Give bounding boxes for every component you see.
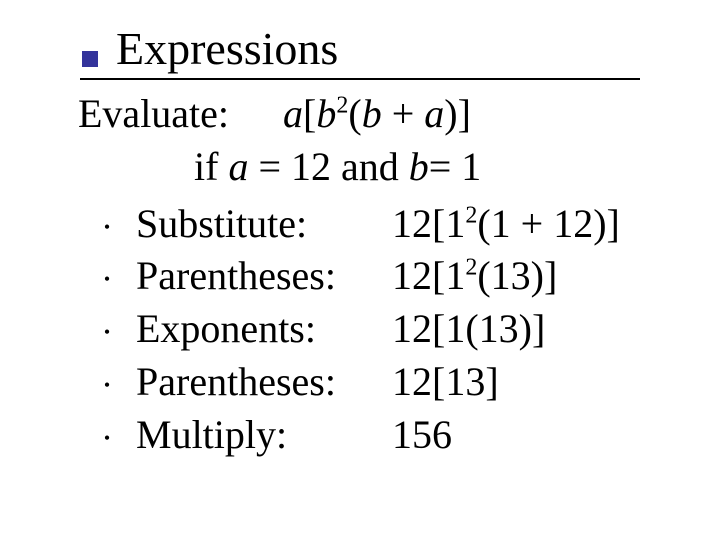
result-sup: 2	[465, 255, 477, 281]
bullet-icon: •	[78, 216, 136, 240]
evaluate-line: Evaluate: a[b2(b + a)]	[78, 88, 620, 141]
step-result: 12[12(1 + 12)]	[392, 198, 620, 251]
paren-open: (	[348, 91, 361, 136]
step-label: Parentheses:	[136, 250, 392, 303]
result-part1: 12[1	[392, 201, 465, 246]
steps-list: • Substitute: 12[12(1 + 12)] • Parenthes…	[78, 198, 620, 462]
result-part1: 12[1(13)]	[392, 306, 545, 351]
var-a2: a	[424, 91, 444, 136]
step-result: 156	[392, 409, 452, 462]
step-label: Substitute:	[136, 198, 392, 251]
step-label: Multiply:	[136, 409, 392, 462]
result-part1: 12[13]	[392, 359, 499, 404]
result-sup: 2	[465, 202, 477, 228]
title-accent-square	[82, 51, 98, 67]
content-area: Evaluate: a[b2(b + a)] if a = 12 and b= …	[78, 88, 620, 462]
step-label: Parentheses:	[136, 356, 392, 409]
result-part2: (1 + 12)]	[477, 201, 620, 246]
step-row: • Exponents: 12[1(13)]	[78, 303, 620, 356]
title-row: Expressions	[82, 22, 338, 75]
step-row: • Multiply: 156	[78, 409, 620, 462]
step-result: 12[12(13)]	[392, 250, 557, 303]
plus-sign: +	[382, 91, 425, 136]
var-b: b	[316, 91, 336, 136]
cond-a: a	[228, 144, 248, 189]
cond-b: b	[409, 144, 429, 189]
condition-line: if a = 12 and b= 1	[194, 141, 620, 194]
step-result: 12[1(13)]	[392, 303, 545, 356]
if-text: if	[194, 144, 228, 189]
bullet-icon: •	[78, 427, 136, 451]
title-underline	[80, 78, 640, 80]
exponent-2: 2	[336, 93, 348, 119]
paren-bracket-close: )]	[444, 91, 471, 136]
result-part1: 156	[392, 412, 452, 457]
slide-title: Expressions	[116, 22, 338, 75]
bullet-icon: •	[78, 268, 136, 292]
var-b2: b	[362, 91, 382, 136]
cond-b-eq: = 1	[429, 144, 482, 189]
result-part2: (13)]	[477, 253, 557, 298]
step-row: • Parentheses: 12[13]	[78, 356, 620, 409]
bullet-icon: •	[78, 321, 136, 345]
result-part1: 12[1	[392, 253, 465, 298]
cond-a-eq: = 12 and	[248, 144, 408, 189]
evaluate-label: Evaluate:	[78, 88, 229, 141]
bracket-open: [	[303, 91, 316, 136]
bullet-icon: •	[78, 374, 136, 398]
step-row: • Parentheses: 12[12(13)]	[78, 250, 620, 303]
step-row: • Substitute: 12[12(1 + 12)]	[78, 198, 620, 251]
step-label: Exponents:	[136, 303, 392, 356]
evaluate-expression: a[b2(b + a)]	[283, 91, 471, 136]
var-a: a	[283, 91, 303, 136]
step-result: 12[13]	[392, 356, 499, 409]
